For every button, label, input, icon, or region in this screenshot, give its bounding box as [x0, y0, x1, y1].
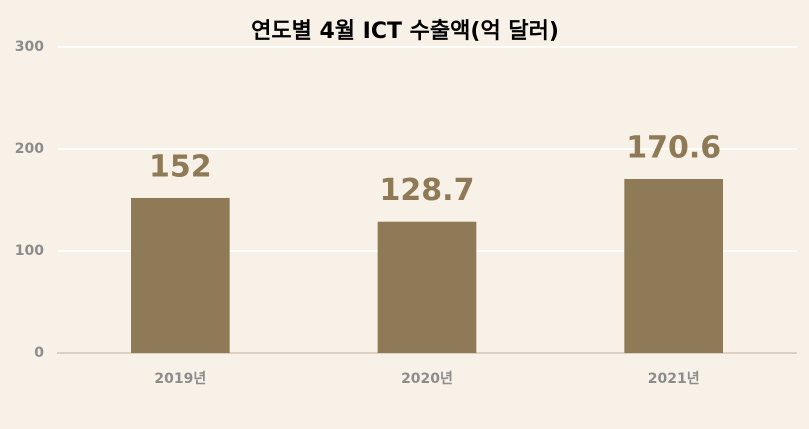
data-label: 128.7	[380, 173, 475, 208]
x-tick-label: 2019년	[154, 371, 206, 387]
y-tick-label: 300	[15, 39, 44, 55]
x-tick-label: 2020년	[401, 371, 453, 387]
bar	[624, 178, 723, 353]
y-tick-label: 0	[34, 345, 44, 361]
chart-title: 연도별 4월 ICT 수출액(억 달러)	[251, 19, 559, 44]
data-label: 152	[149, 149, 212, 184]
bar	[131, 197, 230, 353]
y-tick-label: 200	[15, 141, 44, 157]
x-tick-label: 2021년	[648, 371, 700, 387]
data-label: 170.6	[626, 130, 721, 165]
y-tick-label: 100	[15, 243, 44, 259]
bar	[377, 221, 477, 353]
